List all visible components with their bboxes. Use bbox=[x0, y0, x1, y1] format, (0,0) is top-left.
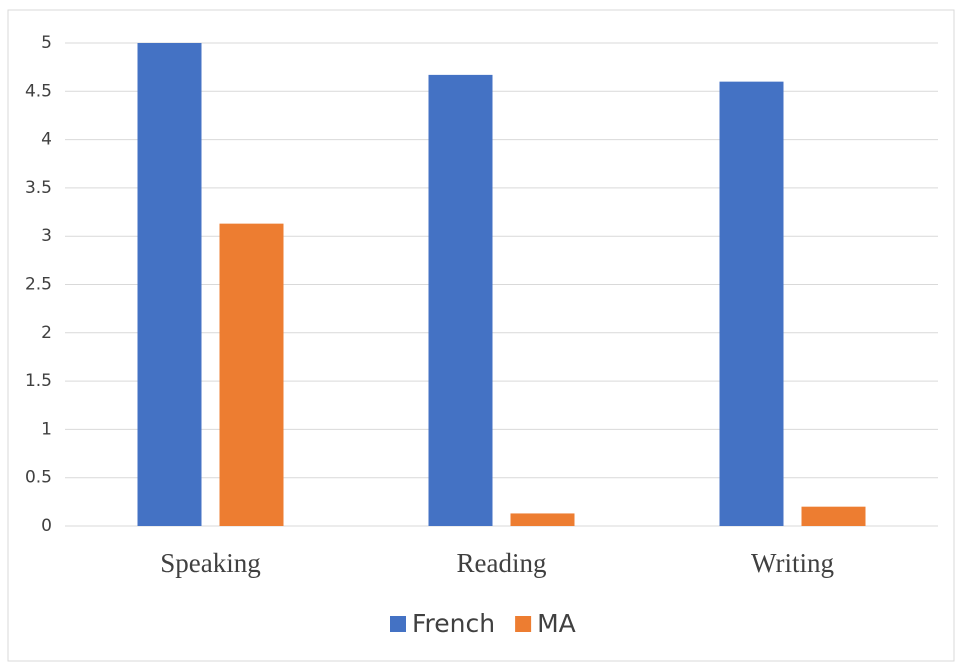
y-tick-label: 1 bbox=[41, 419, 52, 439]
bar bbox=[219, 223, 284, 526]
y-tick-label: 0 bbox=[41, 516, 52, 536]
y-tick-label: 3 bbox=[41, 226, 52, 246]
bar bbox=[510, 513, 575, 526]
y-tick-label: 4 bbox=[41, 130, 52, 150]
chart-border bbox=[7, 9, 955, 662]
y-tick-label: 3.5 bbox=[25, 178, 52, 198]
bar bbox=[137, 43, 202, 526]
bar bbox=[801, 506, 866, 526]
x-tick-label: Speaking bbox=[160, 548, 261, 578]
y-tick-label: 1.5 bbox=[25, 371, 52, 391]
bar bbox=[428, 74, 493, 527]
legend-label: French bbox=[412, 609, 495, 638]
legend-swatch bbox=[515, 616, 532, 632]
x-tick-label: Reading bbox=[457, 548, 547, 578]
legend-swatch bbox=[390, 616, 406, 632]
legend-label: MA bbox=[537, 609, 576, 638]
y-tick-label: 2.5 bbox=[25, 275, 52, 295]
x-tick-label: Writing bbox=[751, 548, 834, 578]
y-tick-label: 0.5 bbox=[25, 468, 52, 488]
y-tick-label: 5 bbox=[41, 33, 52, 53]
y-tick-label: 4.5 bbox=[25, 81, 52, 101]
bar bbox=[719, 81, 784, 526]
y-tick-label: 2 bbox=[41, 323, 52, 343]
